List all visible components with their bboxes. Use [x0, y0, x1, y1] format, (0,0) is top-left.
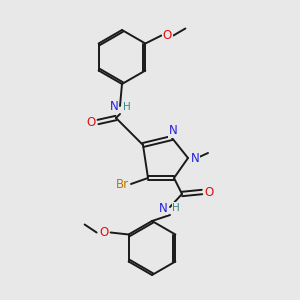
Text: H: H — [123, 102, 131, 112]
Text: N: N — [110, 100, 118, 113]
Text: Br: Br — [116, 178, 129, 191]
Text: N: N — [190, 152, 200, 166]
Text: O: O — [86, 116, 96, 130]
Text: N: N — [159, 202, 167, 214]
Text: O: O — [204, 185, 214, 199]
Text: O: O — [99, 226, 108, 239]
Text: O: O — [163, 29, 172, 42]
Text: H: H — [172, 203, 180, 213]
Text: N: N — [169, 124, 177, 137]
